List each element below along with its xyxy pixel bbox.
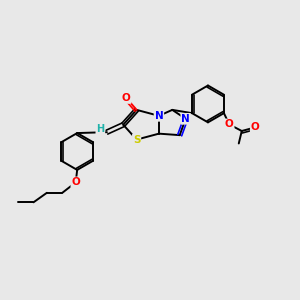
- Text: H: H: [96, 124, 104, 134]
- Text: N: N: [154, 111, 163, 121]
- Text: O: O: [225, 119, 234, 129]
- Text: O: O: [71, 177, 80, 188]
- Text: N: N: [181, 114, 190, 124]
- Text: S: S: [133, 135, 140, 145]
- Text: O: O: [122, 93, 130, 103]
- Text: O: O: [251, 122, 260, 132]
